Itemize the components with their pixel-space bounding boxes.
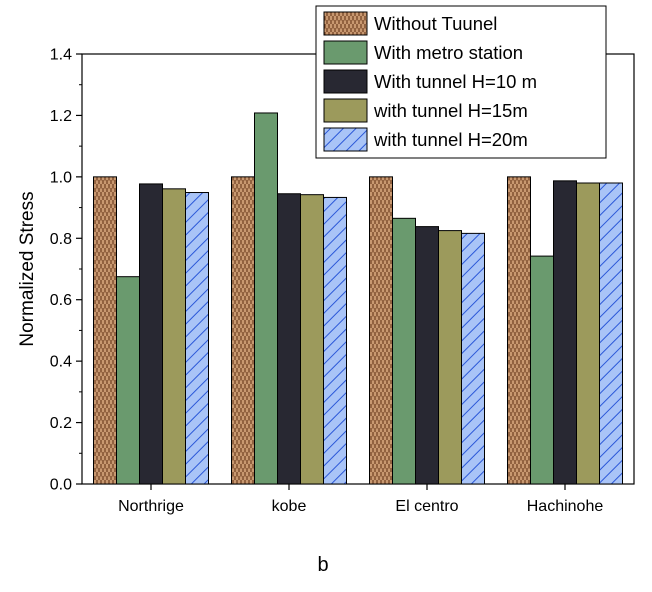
legend: Without Tuunel With metro station With tun… [315, 5, 607, 159]
y-tick-label: 1.4 [50, 47, 72, 64]
y-tick-label: 0.6 [50, 292, 72, 309]
bars [93, 112, 623, 485]
legend-swatch [323, 127, 368, 152]
legend-swatch [323, 98, 368, 123]
bar [185, 192, 209, 485]
bar [461, 232, 485, 485]
bar [323, 196, 347, 485]
legend-swatch [323, 11, 368, 36]
legend-label: Without Tuunel [374, 13, 497, 34]
bar [553, 180, 577, 485]
bar [116, 276, 140, 485]
y-tick-label: 1.2 [50, 108, 72, 125]
x-axis: Northrige kobe El centro Hachinohe [118, 484, 603, 515]
y-axis: 0.0 0.2 0.4 0.6 0.8 1.0 1.2 1.4 [50, 47, 82, 494]
legend-swatch [323, 40, 368, 65]
bar [93, 176, 117, 485]
y-axis-title: Normalized Stress [17, 191, 38, 346]
x-tick-label: El centro [395, 498, 458, 515]
bar [162, 188, 186, 485]
legend-swatch [323, 69, 368, 94]
bar [369, 176, 393, 485]
x-tick-label: Hachinohe [527, 498, 604, 515]
x-tick-label: kobe [272, 498, 307, 515]
x-tick-label: Northrige [118, 498, 184, 515]
legend-label: With metro station [374, 42, 523, 63]
y-tick-label: 1.0 [50, 169, 72, 186]
legend-label: with tunnel H=15m [373, 100, 528, 121]
bar [576, 182, 600, 485]
bar [415, 226, 439, 485]
bar [300, 194, 324, 485]
y-tick-label: 0.4 [50, 354, 72, 371]
figure-subcaption: b [317, 554, 328, 576]
legend-label: With tunnel H=10 m [374, 71, 537, 92]
bar [530, 255, 554, 485]
y-tick-label: 0.8 [50, 231, 72, 248]
bar [392, 217, 416, 485]
y-tick-label: 0.0 [50, 477, 72, 494]
legend-label: with tunnel H=20m [373, 129, 528, 150]
bar [438, 230, 462, 485]
bar [507, 176, 531, 485]
bar [231, 176, 255, 485]
y-tick-label: 0.2 [50, 415, 72, 432]
bar [277, 193, 301, 485]
bar [599, 182, 623, 485]
bar [254, 112, 278, 485]
bar [139, 183, 163, 485]
